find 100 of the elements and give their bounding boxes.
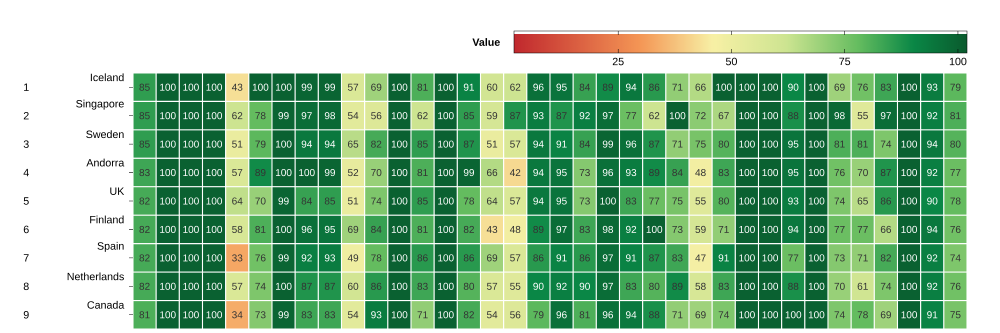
- data-label: 94: [927, 226, 938, 233]
- data-label: 97: [880, 112, 891, 120]
- data-label: 100: [901, 140, 918, 148]
- data-label: 95: [788, 140, 798, 148]
- data-label: 100: [160, 311, 176, 318]
- data-label: 81: [858, 140, 868, 148]
- data-label: 64: [487, 197, 498, 205]
- data-label: 69: [371, 84, 382, 91]
- y2-tick-label: 4: [24, 168, 29, 176]
- data-label: 91: [556, 254, 567, 262]
- data-label: 88: [649, 311, 660, 318]
- data-label: 70: [371, 169, 382, 176]
- data-label: 99: [324, 84, 335, 91]
- data-label: 79: [950, 84, 960, 91]
- data-label: 98: [602, 226, 614, 233]
- data-label: 96: [533, 84, 544, 91]
- data-label: 77: [788, 254, 798, 262]
- data-label: 85: [417, 197, 428, 205]
- data-label: 100: [183, 84, 199, 91]
- data-label: 57: [232, 169, 242, 176]
- data-label: 62: [232, 112, 242, 120]
- data-label: 65: [348, 140, 358, 148]
- data-label: 82: [464, 311, 474, 318]
- data-label: 83: [672, 254, 683, 262]
- data-label: 74: [880, 282, 892, 290]
- data-label: 81: [139, 311, 150, 318]
- data-label: 90: [927, 197, 938, 205]
- data-label: 100: [183, 254, 199, 262]
- data-label: 77: [858, 226, 868, 233]
- data-label: 92: [927, 112, 938, 120]
- data-label: 83: [718, 169, 729, 176]
- data-label: 100: [808, 169, 824, 176]
- data-label: 100: [206, 140, 222, 148]
- data-label: 100: [252, 84, 268, 91]
- data-label: 43: [486, 226, 498, 233]
- data-label: 100: [392, 311, 408, 318]
- data-label: 100: [183, 169, 199, 176]
- data-label: 43: [232, 84, 242, 91]
- data-label: 100: [808, 282, 824, 290]
- data-label: 71: [672, 84, 682, 91]
- data-label: 87: [880, 169, 891, 176]
- data-label: 84: [371, 226, 382, 233]
- data-label: 99: [464, 169, 474, 176]
- data-label: 87: [649, 140, 660, 148]
- data-label: 100: [206, 254, 222, 262]
- data-label: 100: [392, 84, 408, 91]
- data-label: 100: [392, 226, 408, 233]
- data-label: 79: [255, 140, 266, 148]
- data-label: 94: [324, 140, 336, 148]
- data-label: 100: [762, 84, 778, 91]
- data-label: 76: [834, 169, 845, 176]
- data-label: 57: [232, 282, 242, 290]
- data-label: 100: [739, 197, 755, 205]
- data-label: 59: [695, 226, 706, 233]
- data-label: 73: [255, 311, 266, 318]
- y-tick-label: Canada: [87, 300, 124, 309]
- data-label: 99: [278, 254, 289, 262]
- data-label: 100: [901, 254, 918, 262]
- data-label: 80: [649, 282, 660, 290]
- data-label: 92: [927, 254, 938, 262]
- data-label: 60: [487, 84, 498, 91]
- data-label: 100: [276, 169, 292, 176]
- data-label: 70: [858, 169, 868, 176]
- data-label: 89: [602, 84, 613, 91]
- data-label: 80: [718, 140, 729, 148]
- data-label: 76: [950, 282, 961, 290]
- data-label: 49: [348, 254, 358, 262]
- data-label: 97: [556, 226, 567, 233]
- data-label: 56: [371, 112, 382, 120]
- data-label: 74: [718, 311, 730, 318]
- y2-tick-label: 1: [24, 84, 29, 91]
- data-label: 91: [626, 254, 636, 262]
- data-label: 100: [206, 112, 222, 120]
- data-label: 80: [950, 140, 961, 148]
- data-label: 86: [580, 254, 590, 262]
- data-label: 77: [649, 198, 660, 204]
- data-label: 42: [510, 169, 520, 176]
- color-bar-label: 100: [950, 58, 966, 66]
- data-label: 100: [392, 140, 408, 148]
- data-label: 100: [206, 197, 222, 205]
- data-label: 96: [602, 169, 614, 176]
- data-label: 89: [533, 226, 544, 233]
- data-label: 56: [510, 311, 520, 318]
- data-label: 73: [834, 254, 845, 262]
- data-label: 99: [278, 311, 289, 318]
- data-label: 99: [278, 197, 289, 205]
- data-label: 81: [417, 226, 428, 233]
- data-label: 100: [276, 226, 292, 233]
- data-label: 80: [718, 197, 729, 205]
- data-label: 94: [533, 140, 544, 148]
- data-label: 94: [533, 197, 544, 205]
- data-label: 77: [834, 226, 845, 233]
- data-label: 84: [302, 197, 312, 205]
- data-label: 82: [139, 282, 150, 290]
- data-label: 92: [302, 254, 312, 262]
- data-label: 57: [486, 282, 498, 290]
- data-label: 80: [464, 282, 474, 290]
- data-label: 83: [302, 311, 312, 318]
- data-label: 93: [788, 197, 798, 205]
- data-label: 82: [880, 254, 891, 262]
